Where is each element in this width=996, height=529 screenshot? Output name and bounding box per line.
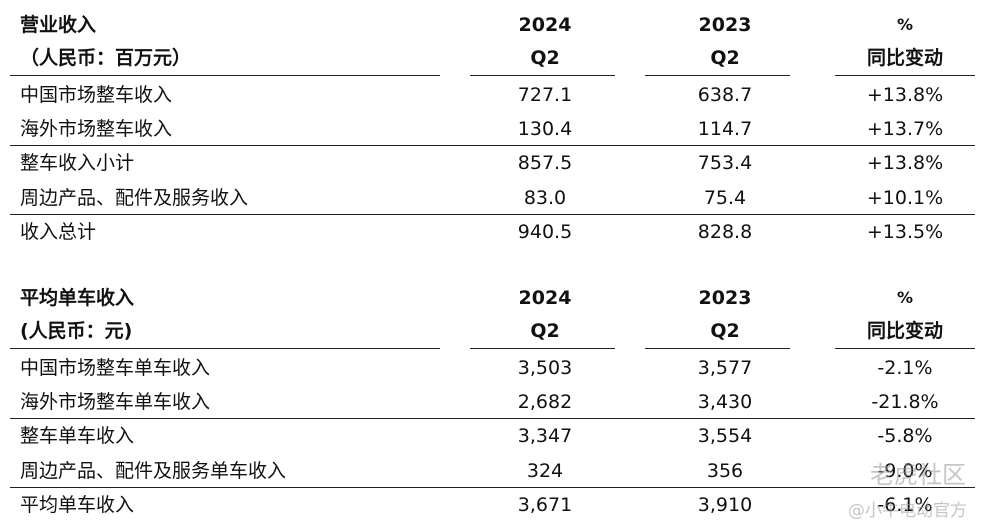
column-header: %: [896, 15, 914, 34]
column-header: 2023: [698, 287, 752, 309]
row-label: 中国市场整车单车收入: [20, 357, 211, 379]
cell: -21.8%: [871, 391, 939, 414]
row-label: 海外市场整车收入: [20, 118, 173, 141]
cell: 940.5: [517, 220, 573, 243]
cell: 638.7: [697, 84, 753, 106]
table-unit: （人民币：百万元）: [20, 47, 192, 69]
column-subheader: Q2: [710, 47, 740, 69]
cell: +13.8%: [866, 84, 944, 106]
cell: +13.5%: [866, 220, 944, 243]
cell: 83.0: [523, 186, 567, 209]
column-subheader: 同比变动: [866, 320, 944, 342]
cell: 114.7: [697, 118, 753, 141]
header-rule: [10, 348, 440, 349]
cell: 857.5: [517, 152, 573, 175]
cell: 2,682: [517, 391, 573, 414]
table-title: 平均单车收入: [20, 287, 135, 309]
column-subheader: 同比变动: [866, 47, 944, 69]
cell: 3,430: [697, 391, 753, 414]
cell: -9.0%: [877, 459, 933, 482]
cell: 130.4: [517, 118, 573, 141]
row-label: 海外市场整车单车收入: [20, 391, 211, 414]
cell: 75.4: [703, 186, 747, 209]
cell: 3,671: [517, 493, 573, 516]
cell: 324: [526, 459, 564, 482]
header-rule: [470, 348, 615, 349]
cell: 727.1: [517, 84, 573, 106]
column-subheader: Q2: [710, 320, 740, 342]
column-header: 2023: [698, 14, 752, 36]
row-rule: [10, 145, 975, 147]
row-rule: [10, 418, 975, 420]
row-rule: [10, 486, 975, 488]
header-rule: [835, 348, 975, 349]
column-header: %: [896, 288, 914, 307]
row-label: 周边产品、配件及服务单车收入: [20, 459, 287, 482]
header-rule: [10, 75, 440, 76]
row-label: 整车单车收入: [20, 425, 135, 448]
row-label: 收入总计: [20, 220, 97, 243]
cell: -5.8%: [877, 425, 933, 448]
cell: 753.4: [697, 152, 753, 175]
cell: +13.7%: [866, 118, 944, 141]
cell: 3,347: [517, 425, 573, 448]
column-subheader: Q2: [530, 47, 560, 69]
cell: 3,503: [517, 357, 573, 379]
cell: 3,554: [697, 425, 753, 448]
header-rule: [835, 75, 975, 76]
row-label: 中国市场整车收入: [20, 84, 173, 106]
cell: 356: [706, 459, 744, 482]
header-rule: [645, 348, 790, 349]
cell: 3,577: [697, 357, 753, 379]
row-label: 平均单车收入: [20, 493, 135, 516]
cell: +13.8%: [866, 152, 944, 175]
header-rule: [645, 75, 790, 76]
column-header: 2024: [518, 287, 572, 309]
header-rule: [470, 75, 615, 76]
cell: -2.1%: [877, 357, 933, 379]
column-header: 2024: [518, 14, 572, 36]
column-subheader: Q2: [530, 320, 560, 342]
row-label: 周边产品、配件及服务收入: [20, 186, 249, 209]
watermark-brand: 老虎社区: [870, 461, 966, 489]
table-title: 营业收入: [20, 14, 97, 36]
watermark-author: @小牛电动官方: [848, 501, 967, 521]
cell: 3,910: [697, 493, 753, 516]
cell: -6.1%: [877, 493, 933, 516]
cell: +10.1%: [866, 186, 944, 209]
cell: 828.8: [697, 220, 753, 243]
table-unit: (人民币：元): [20, 320, 133, 342]
row-label: 整车收入小计: [20, 152, 135, 175]
row-rule: [10, 213, 975, 215]
